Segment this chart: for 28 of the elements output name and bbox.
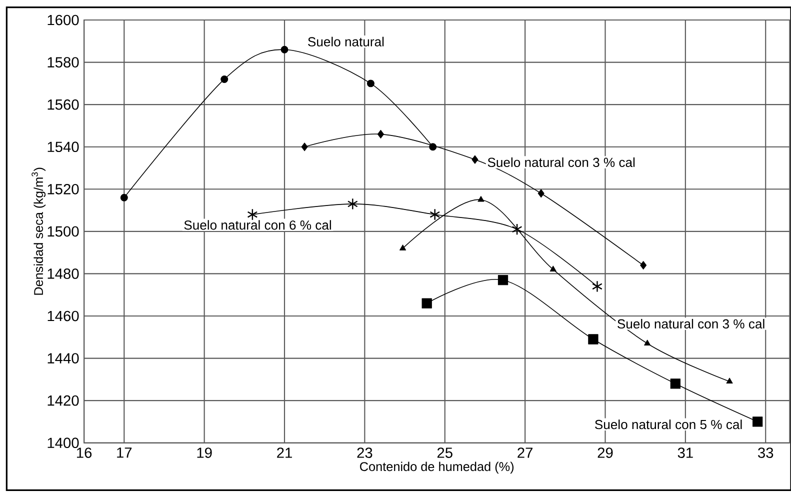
x-tick-label: 27: [518, 447, 532, 458]
y-tick-label: 1520: [48, 184, 79, 194]
y-tick-label: 1540: [48, 142, 79, 152]
x-tick-label: 17: [117, 447, 132, 458]
series-label: Suelo natural: [308, 36, 384, 46]
y-tick-label: 1420: [48, 395, 79, 406]
y-tick-label: 1480: [48, 268, 79, 279]
x-tick-label: 31: [678, 447, 693, 458]
x-tick-label: 21: [277, 447, 292, 458]
x-tick-label: 29: [598, 447, 613, 458]
y-tick-label: 1500: [48, 226, 79, 237]
y-tick-label: 1440: [48, 353, 79, 364]
y-tick-label: 1560: [48, 99, 79, 110]
series-label: Suelo natural con 6 % cal: [184, 220, 331, 230]
y-tick-label: 1580: [48, 57, 79, 68]
y-tick-label: 1460: [48, 310, 79, 322]
x-axis-title: Contenido de humedad (%): [360, 462, 514, 474]
x-tick-label: 23: [357, 447, 372, 458]
x-tick-label: 25: [437, 447, 452, 458]
series-label: Suelo natural con 3 % cal: [488, 157, 635, 167]
x-tick-label: 33: [758, 447, 774, 458]
y-tick-label: 1400: [48, 438, 79, 448]
series-label: Suelo natural con 5 % cal: [595, 419, 742, 430]
series-label: Suelo natural con 3 % cal: [618, 318, 764, 328]
x-tick-label: 16: [76, 447, 92, 458]
x-tick-label: 19: [197, 447, 212, 458]
y-tick-label: 1600: [48, 14, 79, 26]
y-axis-title: Densidad seca (kg/m$^{3}$): [32, 168, 46, 295]
